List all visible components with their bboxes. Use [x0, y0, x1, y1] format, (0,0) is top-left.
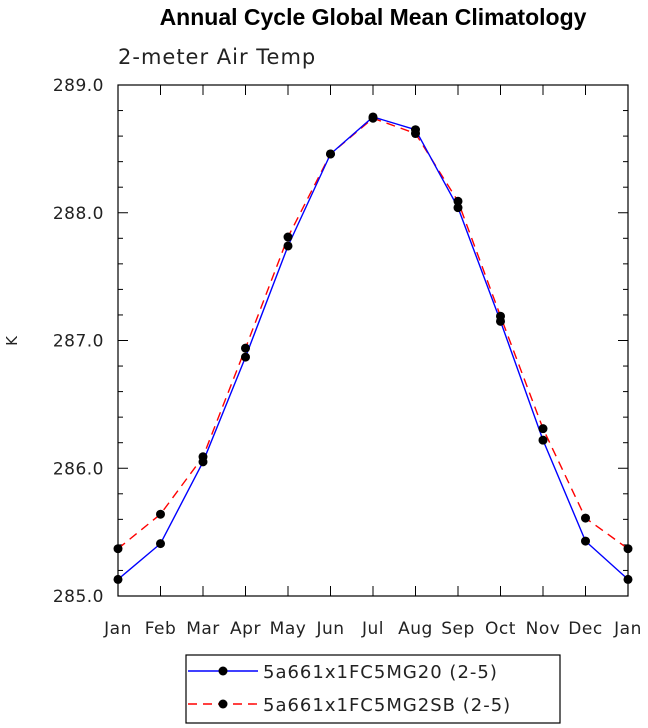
x-tick-label: Feb — [145, 619, 177, 639]
data-point-series-2 — [623, 544, 633, 554]
y-axis-label: K — [3, 335, 21, 346]
data-point-series-2 — [411, 129, 420, 139]
data-point-series-1 — [623, 574, 633, 584]
data-point-series-2 — [283, 232, 293, 242]
x-tick-label: Jan — [103, 619, 132, 639]
legend: 5a661x1FC5MG20 (2-5) 5a661x1FC5MG2SB (2-… — [185, 654, 561, 724]
x-tick-label: Jan — [613, 619, 642, 639]
legend-marker-1 — [218, 666, 228, 676]
data-point-series-2 — [538, 424, 548, 434]
x-tick-labels: Jan Feb Mar Apr May Jun Jul Aug Sep Oct Nov Dec Jan — [103, 619, 642, 639]
legend-box — [185, 654, 561, 724]
y-tick-label: 285.0 — [53, 587, 104, 607]
chart-subtitle: 2-meter Air Temp — [118, 45, 316, 69]
series-line-2 — [117, 117, 629, 550]
x-tick-label: Oct — [485, 619, 516, 639]
y-tick-label: 286.0 — [53, 459, 104, 479]
series-layer — [113, 112, 633, 584]
x-tick-label: Sep — [441, 619, 475, 639]
y-tick-label: 288.0 — [53, 204, 104, 224]
data-point-series-1 — [453, 203, 463, 213]
data-point-series-2 — [241, 343, 250, 353]
legend-label-1: 5a661x1FC5MG20 (2-5) — [263, 662, 498, 683]
y-tick-label: 287.0 — [53, 332, 104, 352]
data-point-series-2 — [113, 544, 123, 554]
series-line-1 — [117, 116, 629, 580]
plot-frame — [117, 84, 629, 597]
x-tick-label: Jul — [361, 619, 384, 639]
x-tick-label: Aug — [398, 619, 433, 639]
data-point-series-1 — [283, 241, 293, 251]
x-tick-label: Jun — [315, 619, 344, 639]
data-point-series-2 — [453, 196, 463, 206]
legend-marker-2 — [218, 699, 228, 709]
x-tick-label: Nov — [526, 619, 561, 639]
data-point-series-2 — [198, 452, 208, 462]
x-tick-label: Dec — [568, 619, 602, 639]
x-tick-label: Apr — [230, 619, 261, 639]
data-point-series-1 — [156, 539, 165, 549]
legend-label-2: 5a661x1FC5MG2SB (2-5) — [263, 695, 511, 716]
data-point-series-2 — [156, 509, 165, 519]
y-tick-label: 289.0 — [53, 76, 104, 96]
chart-title: Annual Cycle Global Mean Climatology — [160, 4, 587, 30]
data-point-series-2 — [368, 113, 378, 123]
data-point-series-1 — [538, 435, 548, 445]
data-point-series-2 — [326, 149, 335, 159]
x-tick-label: Mar — [186, 619, 220, 639]
data-point-series-2 — [496, 311, 505, 321]
x-tick-label: May — [270, 619, 307, 639]
axis-ticks — [117, 84, 629, 597]
y-tick-labels: 285.0 286.0 287.0 288.0 289.0 — [53, 76, 104, 607]
data-point-series-2 — [581, 513, 590, 523]
data-point-series-1 — [581, 536, 590, 546]
data-point-series-1 — [113, 574, 123, 584]
data-point-series-1 — [241, 352, 250, 362]
